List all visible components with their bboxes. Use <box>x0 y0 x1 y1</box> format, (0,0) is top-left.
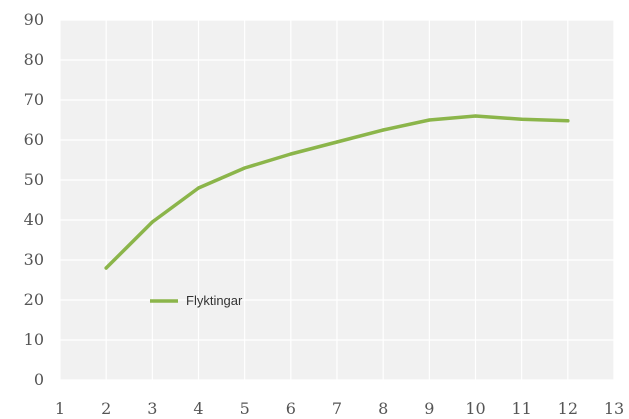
y-tick-label: 70 <box>24 90 44 109</box>
data-point <box>243 166 247 170</box>
data-point <box>520 117 524 121</box>
y-tick-label: 30 <box>24 250 44 269</box>
data-point <box>381 128 385 132</box>
x-tick-label: 6 <box>286 399 296 418</box>
x-tick-label: 8 <box>378 399 388 418</box>
data-point <box>427 118 431 122</box>
data-point <box>289 152 293 156</box>
x-tick-label: 1 <box>55 399 65 418</box>
legend-label-flyktingar: Flyktingar <box>186 293 243 308</box>
x-tick-label: 7 <box>332 399 342 418</box>
x-tick-label: 9 <box>424 399 434 418</box>
data-point <box>150 220 154 224</box>
x-tick-label: 5 <box>240 399 250 418</box>
y-axis: 0 10 20 30 40 50 60 70 80 90 <box>24 10 44 389</box>
x-tick-label: 2 <box>101 399 111 418</box>
legend: Flyktingar <box>150 293 243 308</box>
y-tick-label: 80 <box>24 50 44 69</box>
x-tick-label: 13 <box>604 399 624 418</box>
data-point <box>566 119 570 123</box>
x-axis: 1 2 3 4 5 6 7 8 9 10 11 12 13 <box>55 399 624 418</box>
y-tick-label: 60 <box>24 130 44 149</box>
y-tick-label: 0 <box>34 370 44 389</box>
y-tick-label: 10 <box>24 330 44 349</box>
data-point <box>473 114 478 118</box>
x-tick-label: 12 <box>558 399 578 418</box>
y-tick-label: 50 <box>24 170 44 189</box>
x-tick-label: 3 <box>147 399 157 418</box>
x-tick-label: 4 <box>193 399 203 418</box>
x-tick-label: 10 <box>465 399 485 418</box>
y-tick-label: 90 <box>24 10 44 29</box>
x-tick-label: 11 <box>511 399 531 418</box>
data-point <box>104 266 108 270</box>
series-layer <box>104 114 570 270</box>
y-tick-label: 20 <box>24 290 44 309</box>
data-point <box>196 186 201 190</box>
y-tick-label: 40 <box>24 210 44 229</box>
data-point <box>335 140 339 144</box>
